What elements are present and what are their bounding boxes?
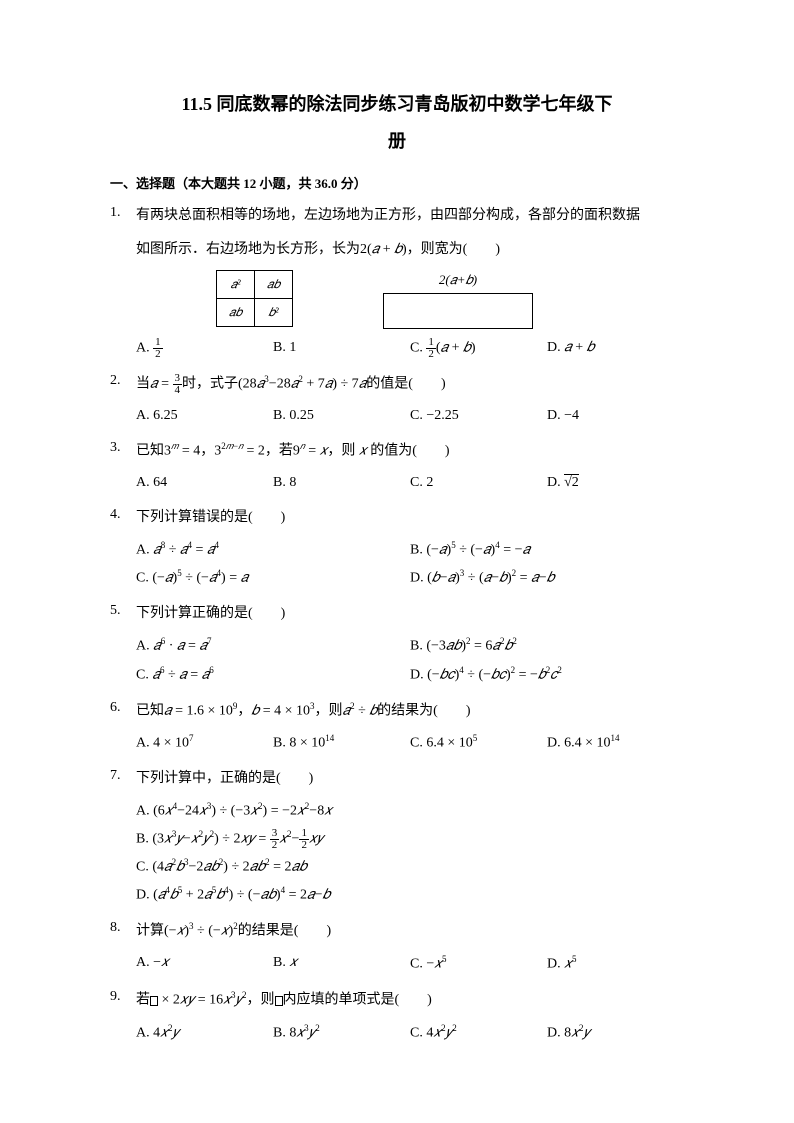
q3-opt-c: C. 2 xyxy=(410,472,547,494)
q1-opt-d: D. 𝑎 + 𝑏 xyxy=(547,337,684,360)
question-6: 6. 已知𝑎 = 1.6 × 109，𝑏 = 4 × 103，则𝑎2 ÷ 𝑏的结… xyxy=(110,697,684,760)
q5-options-1: A. 𝑎6 · 𝑎 = 𝑎7 B. (−3𝑎𝑏)2 = 6𝑎2𝑏2 xyxy=(136,634,684,658)
q1-opt-b: B. 1 xyxy=(273,337,410,360)
q8-opt-c: C. −𝑥5 xyxy=(410,952,547,976)
q4-opt-b: B. (−𝑎)5 ÷ (−𝑎)4 = −𝑎 xyxy=(410,538,684,562)
q2-text: 当𝑎 = 34时，式子(28𝑎3−28𝑎2 + 7𝑎) ÷ 7𝑎的值是( ) xyxy=(136,370,684,399)
q1-text1: 有两块总面积相等的场地，左边场地为正方形，由四部分构成，各部分的面积数据 xyxy=(136,202,684,230)
question-5: 5. 下列计算正确的是( ) A. 𝑎6 · 𝑎 = 𝑎7 B. (−3𝑎𝑏)2… xyxy=(110,600,684,690)
q6-options: A. 4 × 107 B. 8 × 1014 C. 6.4 × 105 D. 6… xyxy=(136,731,684,755)
q7-num: 7. xyxy=(110,765,136,911)
q9-opt-b: B. 8𝑥3𝑦2 xyxy=(273,1021,410,1045)
rectangle-diagram: 2(𝑎+𝑏) xyxy=(383,270,533,329)
q6-opt-d: D. 6.4 × 1014 xyxy=(547,731,684,755)
question-7: 7. 下列计算中，正确的是( ) A. (6𝑥4−24𝑥3) ÷ (−3𝑥2) … xyxy=(110,765,684,911)
q7-text: 下列计算中，正确的是( ) xyxy=(136,765,684,793)
q7-opt-b: B. (3𝑥3𝑦−𝑥2𝑦2) ÷ 2𝑥𝑦 = 32𝑥2−12𝑥𝑦 xyxy=(136,827,684,851)
q1-text2: 如图所示．右边场地为长方形，长为2(𝑎 + 𝑏)，则宽为( ) xyxy=(136,236,684,264)
q5-opt-d: D. (−𝑏𝑐)4 ÷ (−𝑏𝑐)2 = −𝑏2𝑐2 xyxy=(410,663,684,687)
q4-num: 4. xyxy=(110,504,136,594)
q8-text: 计算(−𝑥)3 ÷ (−𝑥)2的结果是( ) xyxy=(136,917,684,946)
q6-opt-a: A. 4 × 107 xyxy=(136,731,273,755)
q5-num: 5. xyxy=(110,600,136,690)
q7-opt-c: C. (4𝑎2𝑏3−2𝑎𝑏2) ÷ 2𝑎𝑏2 = 2𝑎𝑏 xyxy=(136,855,684,879)
q5-opt-a: A. 𝑎6 · 𝑎 = 𝑎7 xyxy=(136,634,410,658)
question-8: 8. 计算(−𝑥)3 ÷ (−𝑥)2的结果是( ) A. −𝑥 B. 𝑥 C. … xyxy=(110,917,684,980)
q4-opt-c: C. (−𝑎)5 ÷ (−𝑎4) = 𝑎 xyxy=(136,566,410,590)
question-4: 4. 下列计算错误的是( ) A. 𝑎8 ÷ 𝑎4 = 𝑎4 B. (−𝑎)5 … xyxy=(110,504,684,594)
page-title-1: 11.5 同底数幂的除法同步练习青岛版初中数学七年级下 xyxy=(110,90,684,119)
q8-opt-d: D. 𝑥5 xyxy=(547,952,684,976)
q5-text: 下列计算正确的是( ) xyxy=(136,600,684,628)
q2-opt-c: C. −2.25 xyxy=(410,405,547,427)
page-title-2: 册 xyxy=(110,127,684,156)
blank-icon xyxy=(150,996,158,1006)
q7-options: A. (6𝑥4−24𝑥3) ÷ (−3𝑥2) = −2𝑥2−8𝑥 B. (3𝑥3… xyxy=(136,799,684,907)
q3-opt-b: B. 8 xyxy=(273,472,410,494)
q6-opt-c: C. 6.4 × 105 xyxy=(410,731,547,755)
q2-num: 2. xyxy=(110,370,136,431)
q3-opt-d: D. √2 xyxy=(547,472,684,494)
q8-opt-b: B. 𝑥 xyxy=(273,952,410,976)
q3-num: 3. xyxy=(110,437,136,498)
q2-opt-b: B. 0.25 xyxy=(273,405,410,427)
question-2: 2. 当𝑎 = 34时，式子(28𝑎3−28𝑎2 + 7𝑎) ÷ 7𝑎的值是( … xyxy=(110,370,684,431)
q4-options-1: A. 𝑎8 ÷ 𝑎4 = 𝑎4 B. (−𝑎)5 ÷ (−𝑎)4 = −𝑎 xyxy=(136,538,684,562)
section-header: 一、选择题（本大题共 12 小题，共 36.0 分） xyxy=(110,174,684,195)
q2-opt-a: A. 6.25 xyxy=(136,405,273,427)
q4-options-2: C. (−𝑎)5 ÷ (−𝑎4) = 𝑎 D. (𝑏−𝑎)3 ÷ (𝑎−𝑏)2 … xyxy=(136,566,684,590)
q1-options: A. 12 B. 1 C. 12(𝑎 + 𝑏) D. 𝑎 + 𝑏 xyxy=(136,337,684,360)
q9-opt-c: C. 4𝑥2𝑦2 xyxy=(410,1021,547,1045)
square-diagram: 𝑎²𝑎𝑏 𝑎𝑏𝑏² xyxy=(216,270,293,327)
question-1: 1. 有两块总面积相等的场地，左边场地为正方形，由四部分构成，各部分的面积数据 … xyxy=(110,202,684,364)
q2-options: A. 6.25 B. 0.25 C. −2.25 D. −4 xyxy=(136,405,684,427)
q1-opt-c: C. 12(𝑎 + 𝑏) xyxy=(410,337,547,360)
q5-opt-c: C. 𝑎6 ÷ 𝑎 = 𝑎6 xyxy=(136,663,410,687)
q3-opt-a: A. 64 xyxy=(136,472,273,494)
q1-figure: 𝑎²𝑎𝑏 𝑎𝑏𝑏² 2(𝑎+𝑏) xyxy=(216,270,684,329)
q8-options: A. −𝑥 B. 𝑥 C. −𝑥5 D. 𝑥5 xyxy=(136,952,684,976)
q1-num: 1. xyxy=(110,202,136,364)
q2-opt-d: D. −4 xyxy=(547,405,684,427)
blank-icon xyxy=(275,996,283,1006)
q5-opt-b: B. (−3𝑎𝑏)2 = 6𝑎2𝑏2 xyxy=(410,634,684,658)
q9-opt-d: D. 8𝑥2𝑦 xyxy=(547,1021,684,1045)
q7-opt-d: D. (𝑎4𝑏5 + 2𝑎5𝑏4) ÷ (−𝑎𝑏)4 = 2𝑎−𝑏 xyxy=(136,883,684,907)
q3-text: 已知3𝑚 = 4，32𝑚−𝑛 = 2，若9𝑛 = 𝑥，则 𝑥 的值为( ) xyxy=(136,437,684,466)
q1-opt-a: A. 12 xyxy=(136,337,273,360)
question-9: 9. 若 × 2𝑥𝑦 = 16𝑥3𝑦2，则内应填的单项式是( ) A. 4𝑥2𝑦… xyxy=(110,986,684,1049)
q4-text: 下列计算错误的是( ) xyxy=(136,504,684,532)
q3-options: A. 64 B. 8 C. 2 D. √2 xyxy=(136,472,684,494)
q4-opt-d: D. (𝑏−𝑎)3 ÷ (𝑎−𝑏)2 = 𝑎−𝑏 xyxy=(410,566,684,590)
q6-num: 6. xyxy=(110,697,136,760)
question-3: 3. 已知3𝑚 = 4，32𝑚−𝑛 = 2，若9𝑛 = 𝑥，则 𝑥 的值为( )… xyxy=(110,437,684,498)
q9-opt-a: A. 4𝑥2𝑦 xyxy=(136,1021,273,1045)
q4-opt-a: A. 𝑎8 ÷ 𝑎4 = 𝑎4 xyxy=(136,538,410,562)
q8-opt-a: A. −𝑥 xyxy=(136,952,273,976)
q8-num: 8. xyxy=(110,917,136,980)
q9-num: 9. xyxy=(110,986,136,1049)
q6-text: 已知𝑎 = 1.6 × 109，𝑏 = 4 × 103，则𝑎2 ÷ 𝑏的结果为(… xyxy=(136,697,684,726)
q7-opt-a: A. (6𝑥4−24𝑥3) ÷ (−3𝑥2) = −2𝑥2−8𝑥 xyxy=(136,799,684,823)
q9-text: 若 × 2𝑥𝑦 = 16𝑥3𝑦2，则内应填的单项式是( ) xyxy=(136,986,684,1015)
q5-options-2: C. 𝑎6 ÷ 𝑎 = 𝑎6 D. (−𝑏𝑐)4 ÷ (−𝑏𝑐)2 = −𝑏2𝑐… xyxy=(136,663,684,687)
q6-opt-b: B. 8 × 1014 xyxy=(273,731,410,755)
q9-options: A. 4𝑥2𝑦 B. 8𝑥3𝑦2 C. 4𝑥2𝑦2 D. 8𝑥2𝑦 xyxy=(136,1021,684,1045)
